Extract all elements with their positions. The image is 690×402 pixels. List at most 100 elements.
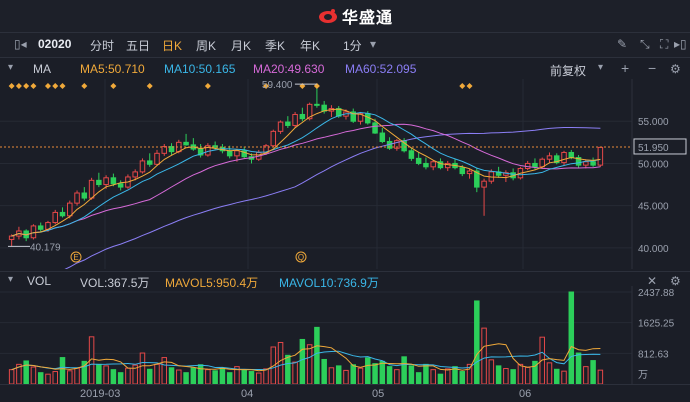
volume-bar — [212, 370, 218, 385]
volume-bar — [248, 371, 255, 385]
candle-body — [314, 103, 320, 106]
tab-intraday[interactable]: 分时 — [90, 39, 115, 53]
pen-icon[interactable]: ✎ — [617, 37, 628, 51]
price-tick-label: 50.000 — [638, 159, 669, 170]
close-icon[interactable]: ✕ — [647, 274, 658, 288]
candlestick-chart[interactable]: 59.400 40.179 E Q 55.000 50.000 45.000 40.000 5… — [0, 79, 690, 288]
tab-weekly-k[interactable]: 周K — [196, 39, 217, 53]
candle-body — [532, 162, 538, 168]
volume-svg: 2437.88 1625.25 812.63 万 — [0, 286, 675, 385]
collapse-icon[interactable]: ▾ — [8, 62, 14, 73]
volume-bar — [590, 360, 596, 385]
ma5-value: MA5:50.710 — [80, 62, 145, 76]
chevron-down-icon[interactable]: ▾ — [370, 37, 377, 51]
price-tick-label: 40.000 — [638, 244, 669, 255]
adjust-chevron-icon[interactable]: ▾ — [598, 62, 604, 73]
event-diamond — [81, 83, 88, 89]
brand: 华盛通 — [318, 6, 394, 27]
volume-bar — [139, 352, 146, 385]
candle-body — [379, 132, 386, 142]
vol-indicator-name[interactable]: VOL — [27, 274, 52, 288]
tab-minute[interactable]: 1分 — [343, 39, 362, 53]
low-label: 40.179 — [30, 242, 61, 253]
vol-settings-gear-icon[interactable]: ⚙ — [670, 274, 681, 288]
vol-tick-label: 2437.88 — [638, 288, 675, 299]
indicator-name[interactable]: MA — [33, 62, 51, 76]
candle-body — [292, 113, 298, 126]
ma5-line — [11, 108, 601, 237]
volume-bar — [103, 365, 109, 385]
tab-monthly-k[interactable]: 月K — [231, 39, 252, 53]
volume-bar — [350, 364, 356, 385]
candle-body — [430, 161, 436, 168]
volume-chart[interactable]: 2437.88 1625.25 812.63 万 — [0, 286, 690, 385]
volume-bar — [154, 363, 160, 385]
vol-tick-label: 1625.25 — [638, 319, 675, 330]
volume-bar — [546, 362, 553, 385]
current-price-label: 51.950 — [638, 143, 669, 154]
candle-body — [8, 235, 15, 240]
volume-bar — [306, 344, 313, 385]
candle-body — [306, 103, 313, 120]
candle-body — [81, 192, 88, 199]
volume-bar — [415, 372, 422, 385]
vol-indicator-bar: ▾ VOL VOL:367.5万 MAVOL5:950.4万 MAVOL10:7… — [0, 271, 690, 290]
candle-body — [590, 161, 596, 166]
event-diamond — [59, 83, 66, 89]
tab-quarterly-k[interactable]: 季K — [265, 39, 286, 53]
candle-body — [481, 180, 487, 188]
candle-body — [459, 167, 466, 175]
event-diamond — [30, 83, 37, 89]
volume-bar — [30, 366, 37, 385]
event-diamond — [263, 83, 270, 89]
zoom-in-icon[interactable]: + — [621, 60, 630, 76]
volume-bar — [430, 369, 436, 385]
volume-bar — [74, 367, 80, 385]
tab-daily-k[interactable]: 日K — [162, 39, 183, 53]
candle-body — [96, 179, 102, 186]
volume-bar — [328, 367, 335, 385]
volume-bar — [117, 372, 124, 385]
volume-bar — [474, 300, 480, 385]
adjust-select[interactable]: 前复权 — [550, 64, 587, 78]
candle-body — [597, 146, 604, 166]
volume-bar — [96, 363, 102, 385]
candle-body — [372, 122, 378, 134]
volume-bar — [408, 365, 415, 385]
shrink-icon[interactable]: ⤡ — [640, 37, 650, 51]
ma10-value: MA10:50.165 — [164, 62, 236, 76]
event-diamond — [459, 83, 466, 89]
volume-bar — [561, 370, 567, 385]
date-label: 04 — [241, 388, 254, 400]
volume-bar — [45, 373, 51, 385]
candle-body — [74, 192, 80, 204]
tab-yearly-k[interactable]: 年K — [300, 39, 321, 53]
volume-bar — [568, 291, 575, 385]
volume-bar — [67, 370, 73, 385]
volume-bar — [488, 359, 495, 385]
brand-name: 华盛通 — [342, 10, 394, 27]
vol-value: VOL:367.5万 — [80, 276, 150, 290]
event-diamond — [15, 83, 22, 89]
expand-icon[interactable]: ⛶ — [660, 37, 669, 51]
candle-body — [37, 225, 44, 230]
vol-collapse-icon[interactable]: ▾ — [8, 274, 14, 285]
volume-bar — [503, 368, 509, 385]
settings-gear-icon[interactable]: ⚙ — [670, 62, 681, 76]
volume-bar — [524, 366, 531, 385]
zoom-out-icon[interactable]: − — [648, 60, 657, 76]
volume-bar — [256, 372, 262, 385]
candle-body — [394, 140, 400, 149]
event-diamond — [8, 83, 15, 89]
candle-body — [226, 150, 233, 157]
sidebar-toggle-icon[interactable]: ▯◂ — [14, 37, 27, 51]
candle-body — [299, 113, 306, 120]
price-tick-label: 55.000 — [638, 117, 669, 128]
volume-bar — [190, 367, 197, 385]
volume-bar — [343, 369, 349, 385]
volume-bar — [517, 363, 524, 385]
date-label: 06 — [519, 388, 532, 400]
panel-toggle-icon[interactable]: ▸▯ — [674, 37, 687, 51]
tab-five-day[interactable]: 五日 — [126, 39, 151, 53]
title-bar: 华盛通 — [0, 0, 690, 33]
